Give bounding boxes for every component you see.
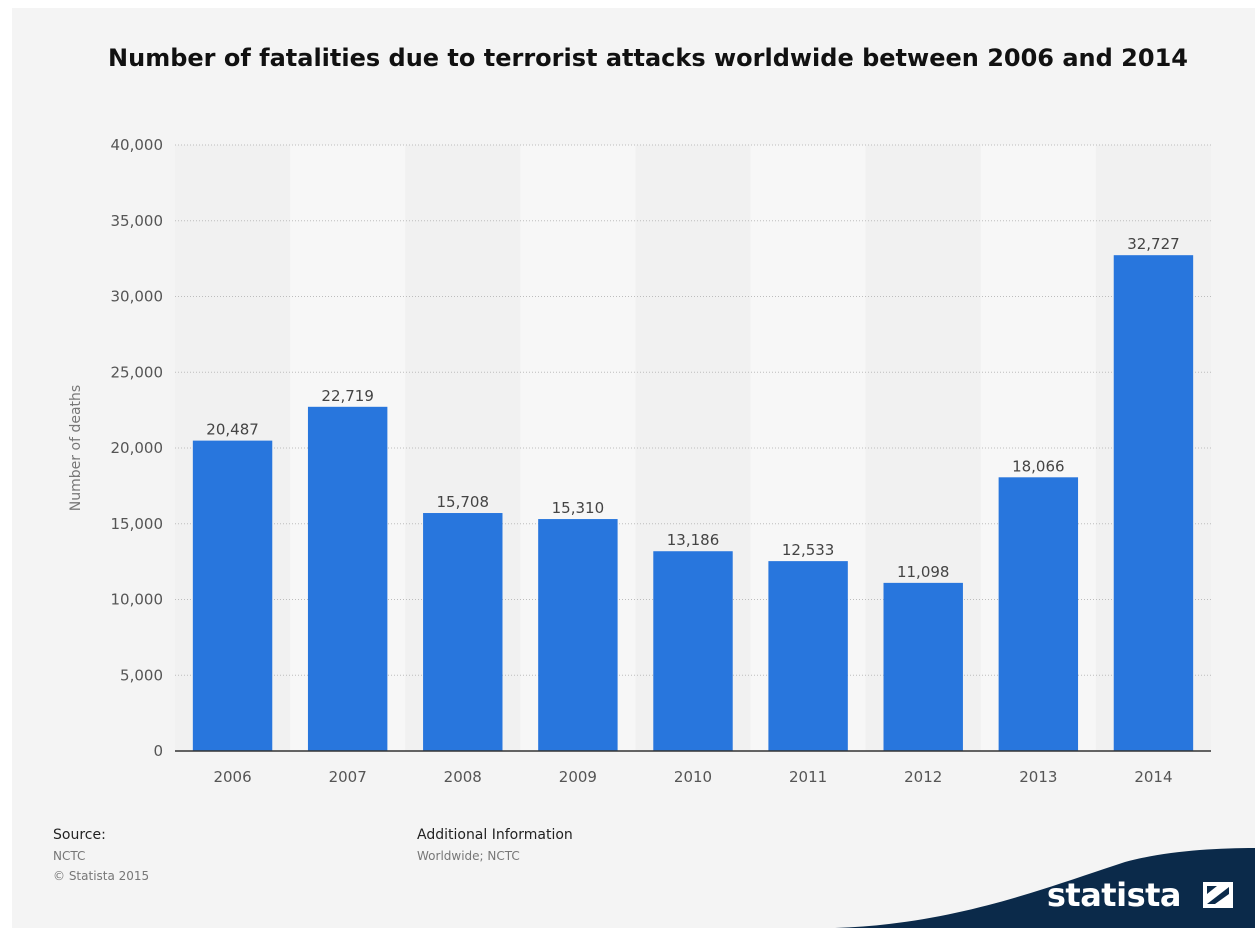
additional-info-heading: Additional Information	[417, 827, 573, 843]
x-tick-label: 2014	[1134, 768, 1172, 786]
x-tick-label: 2011	[789, 768, 827, 786]
y-tick-label: 40,000	[111, 136, 164, 154]
y-tick-label: 30,000	[111, 288, 164, 306]
y-axis-label: Number of deaths	[68, 385, 84, 511]
y-tick-label: 25,000	[111, 363, 164, 381]
x-tick-label: 2009	[559, 768, 597, 786]
bar	[538, 519, 618, 751]
bar	[883, 582, 963, 751]
bar	[768, 561, 848, 751]
bar-value-label: 15,708	[437, 493, 490, 511]
bar-chart: 0 5,000 10,000 15,000 20,000 25,000 30,000 35,0…	[68, 136, 1211, 786]
y-tick-label: 20,000	[111, 439, 164, 457]
bar-value-label: 22,719	[321, 387, 374, 405]
additional-info-text: Worldwide; NCTC	[417, 849, 520, 863]
bar-value-label: 15,310	[552, 499, 605, 517]
y-tick-label: 15,000	[111, 515, 164, 533]
statista-mark-icon	[1203, 882, 1233, 908]
y-tick-label: 5,000	[120, 666, 163, 684]
chart-frame: Number of fatalities due to terrorist at…	[12, 8, 1255, 928]
bar	[1113, 255, 1194, 751]
x-tick-label: 2013	[1019, 768, 1057, 786]
bar	[998, 477, 1079, 751]
bar-value-label: 32,727	[1127, 235, 1180, 253]
bar	[653, 551, 733, 751]
source-heading: Source:	[53, 827, 106, 843]
logo-swoosh-icon	[835, 848, 1255, 928]
bar-value-label: 18,066	[1012, 457, 1065, 475]
copyright-text: © Statista 2015	[53, 869, 150, 883]
y-tick-label: 35,000	[111, 212, 164, 230]
y-tick-label: 0	[153, 742, 163, 760]
bar	[423, 513, 503, 751]
x-tick-label: 2010	[674, 768, 712, 786]
statista-logo[interactable]: statista	[835, 848, 1255, 928]
chart-title: Number of fatalities due to terrorist at…	[108, 44, 1188, 72]
x-tick-label: 2007	[329, 768, 367, 786]
bar-value-label: 13,186	[667, 531, 720, 549]
logo-wordmark: statista	[1046, 876, 1182, 914]
bar-value-label: 11,098	[897, 563, 950, 581]
bar	[192, 440, 273, 751]
y-tick-label: 10,000	[111, 591, 164, 609]
bar-value-label: 20,487	[206, 421, 259, 439]
bar	[307, 406, 388, 751]
x-tick-label: 2012	[904, 768, 942, 786]
x-tick-label: 2008	[444, 768, 482, 786]
source-name[interactable]: NCTC	[53, 849, 86, 863]
bar-value-label: 12,533	[782, 541, 835, 559]
x-tick-label: 2006	[213, 768, 251, 786]
